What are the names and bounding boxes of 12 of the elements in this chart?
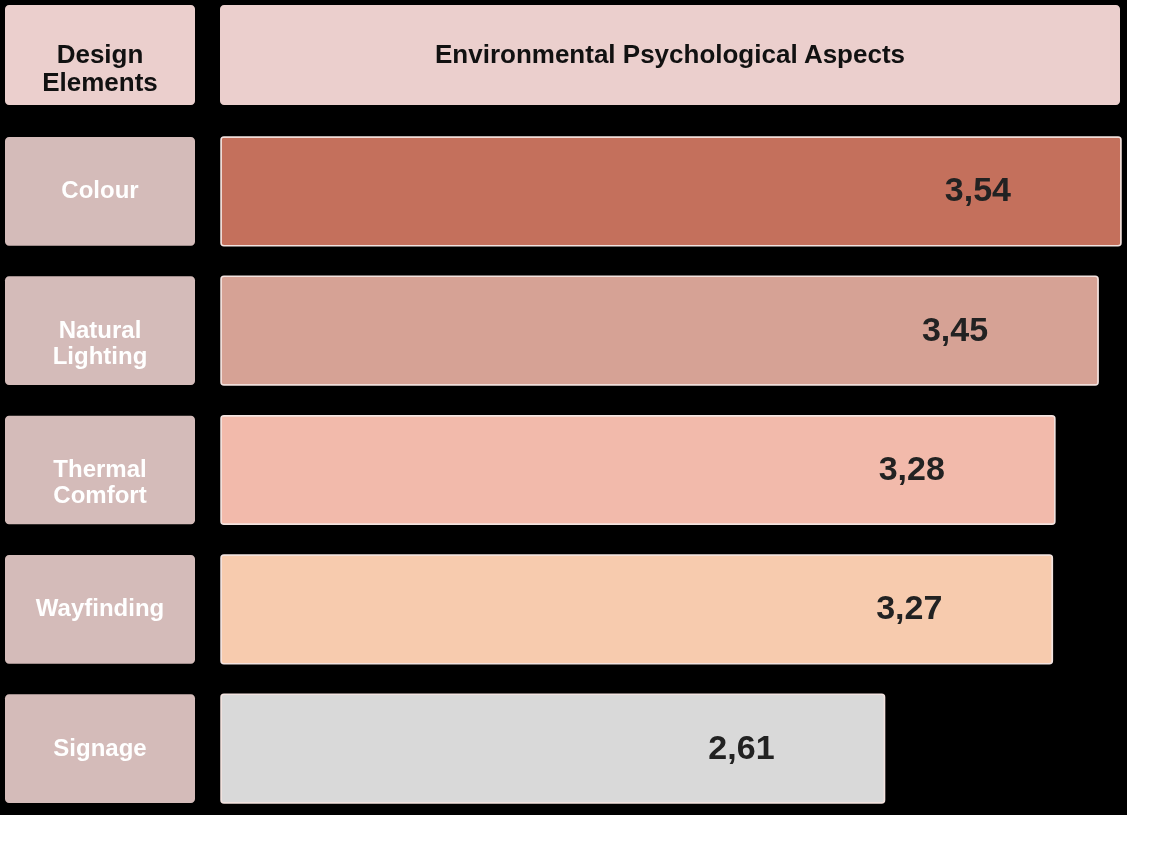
data-label: 3,54 (944, 170, 1012, 209)
y-tick-label: Signage (53, 733, 147, 761)
y-tick-label: Thermal Comfort (53, 455, 147, 508)
y-tick-label: Colour (61, 176, 139, 204)
y-tick-label: Wayfinding (35, 594, 165, 622)
y-tick-label: Natural Lighting (52, 315, 148, 369)
x-axis-title: Environmental Psychological Aspects (434, 39, 906, 69)
y-axis-title: Design Elements (42, 39, 158, 97)
data-label: 3,27 (876, 588, 943, 627)
data-label: 3,45 (921, 309, 989, 348)
data-label: 3,28 (878, 449, 945, 487)
data-label: 2,61 (708, 727, 775, 766)
